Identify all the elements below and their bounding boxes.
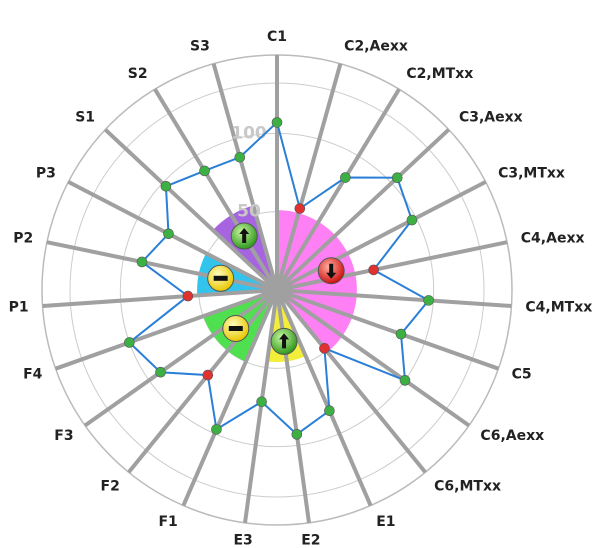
spoke xyxy=(276,288,512,309)
data-point xyxy=(340,172,351,183)
data-point xyxy=(202,369,214,381)
data-point xyxy=(256,396,267,408)
spoke xyxy=(275,88,401,292)
axis-label: P3 xyxy=(36,166,56,182)
axis-label: C6,MTxx xyxy=(434,478,501,494)
data-point xyxy=(136,256,148,268)
axis-label: E3 xyxy=(233,533,252,548)
icon-up xyxy=(279,333,290,349)
axis-label: F4 xyxy=(23,367,43,383)
data-point xyxy=(163,228,174,240)
data-point xyxy=(406,214,418,226)
axis-label: C3,Aexx xyxy=(459,109,523,125)
icon-minus xyxy=(213,275,228,281)
data-point xyxy=(211,424,222,435)
axis-label: S1 xyxy=(75,109,95,125)
data-point xyxy=(395,328,407,340)
data-point xyxy=(160,180,172,192)
spoke xyxy=(275,128,451,292)
axis-label: C2,MTxx xyxy=(406,66,473,82)
axis-label: S3 xyxy=(190,38,210,54)
axis-label: F3 xyxy=(54,428,73,444)
r-tick-label: 50 xyxy=(237,202,261,222)
data-point xyxy=(234,151,246,163)
data-point xyxy=(199,165,210,177)
axis-label: C2,Aexx xyxy=(344,38,408,54)
spoke xyxy=(153,88,279,292)
icon-up xyxy=(239,228,250,244)
axis-label: C6,Aexx xyxy=(480,428,544,444)
axis-label: C5 xyxy=(512,367,532,383)
data-point xyxy=(368,264,379,276)
spoke xyxy=(42,288,278,309)
spoke xyxy=(54,288,278,371)
axis-label: F2 xyxy=(101,478,120,494)
spoke xyxy=(275,288,471,428)
icon-down xyxy=(326,263,337,279)
data-point xyxy=(399,375,411,386)
axis-label: C3,MTxx xyxy=(498,166,565,182)
spoke xyxy=(103,128,279,292)
spoke xyxy=(275,289,373,507)
data-point xyxy=(319,343,330,354)
r-tick-label: 100 xyxy=(231,123,267,143)
axis-label: E1 xyxy=(376,514,395,530)
spoke xyxy=(127,288,279,474)
data-point xyxy=(291,429,303,440)
axis-label: P1 xyxy=(9,299,29,315)
data-point xyxy=(423,295,434,306)
spoke xyxy=(275,63,343,291)
spoke xyxy=(83,288,279,428)
spoke xyxy=(276,240,508,292)
axis-label: E2 xyxy=(301,533,320,548)
axis-label: F1 xyxy=(158,514,177,530)
axis-label: C4,Aexx xyxy=(521,231,585,247)
axis-label: C1 xyxy=(267,29,287,45)
data-point xyxy=(391,172,403,184)
axis-label: C4,MTxx xyxy=(525,299,592,315)
spoke xyxy=(211,63,279,291)
spoke xyxy=(46,240,278,292)
spoke xyxy=(276,180,487,292)
icon-minus xyxy=(228,325,243,331)
spoke xyxy=(276,288,500,371)
spoke xyxy=(181,289,279,507)
data-point xyxy=(182,290,194,302)
axis-label: P2 xyxy=(13,231,33,247)
data-point xyxy=(124,337,135,348)
axis-label: S2 xyxy=(128,66,148,82)
spoke xyxy=(275,288,427,474)
data-point xyxy=(155,366,166,378)
data-point xyxy=(271,117,283,128)
data-point xyxy=(294,203,306,214)
data-line xyxy=(127,120,431,436)
data-point xyxy=(324,405,335,417)
